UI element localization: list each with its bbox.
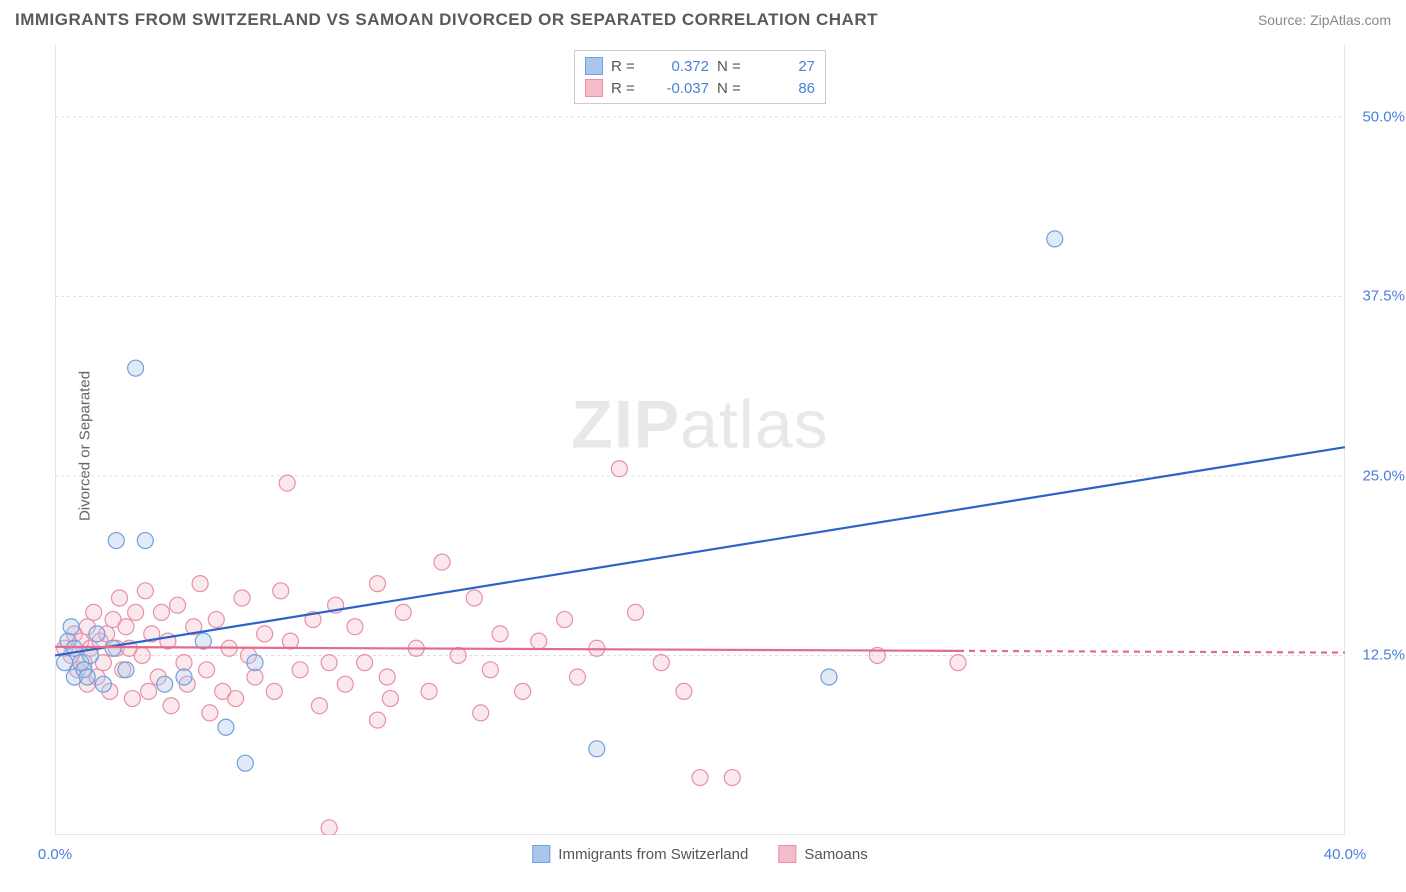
legend-row-samoans: R = -0.037 N = 86 [585, 77, 815, 99]
swatch-switzerland [532, 845, 550, 863]
swatch-samoans [778, 845, 796, 863]
r-value-samoans: -0.037 [649, 80, 709, 97]
legend-item-switzerland: Immigrants from Switzerland [532, 845, 748, 863]
legend-item-samoans: Samoans [778, 845, 867, 863]
x-tick-label: 0.0% [38, 846, 72, 863]
n-value-samoans: 86 [755, 80, 815, 97]
y-tick-label: 25.0% [1362, 467, 1405, 484]
series-legend: Immigrants from Switzerland Samoans [532, 845, 867, 863]
r-label: R = [611, 80, 641, 97]
scatter-chart [55, 45, 1345, 835]
legend-label-samoans: Samoans [804, 846, 867, 863]
y-tick-label: 12.5% [1362, 647, 1405, 664]
n-label: N = [717, 58, 747, 75]
legend-row-switzerland: R = 0.372 N = 27 [585, 55, 815, 77]
legend-label-switzerland: Immigrants from Switzerland [558, 846, 748, 863]
r-label: R = [611, 58, 641, 75]
chart-title: IMMIGRANTS FROM SWITZERLAND VS SAMOAN DI… [15, 10, 878, 30]
r-value-switzerland: 0.372 [649, 58, 709, 75]
y-tick-label: 37.5% [1362, 288, 1405, 305]
swatch-samoans [585, 79, 603, 97]
x-tick-label: 40.0% [1324, 846, 1367, 863]
correlation-legend: R = 0.372 N = 27 R = -0.037 N = 86 [574, 50, 826, 104]
n-label: N = [717, 80, 747, 97]
source-attribution: Source: ZipAtlas.com [1258, 12, 1391, 28]
swatch-switzerland [585, 57, 603, 75]
y-tick-label: 50.0% [1362, 108, 1405, 125]
chart-area: ZIPatlas R = 0.372 N = 27 R = -0.037 N =… [55, 45, 1345, 835]
n-value-switzerland: 27 [755, 58, 815, 75]
